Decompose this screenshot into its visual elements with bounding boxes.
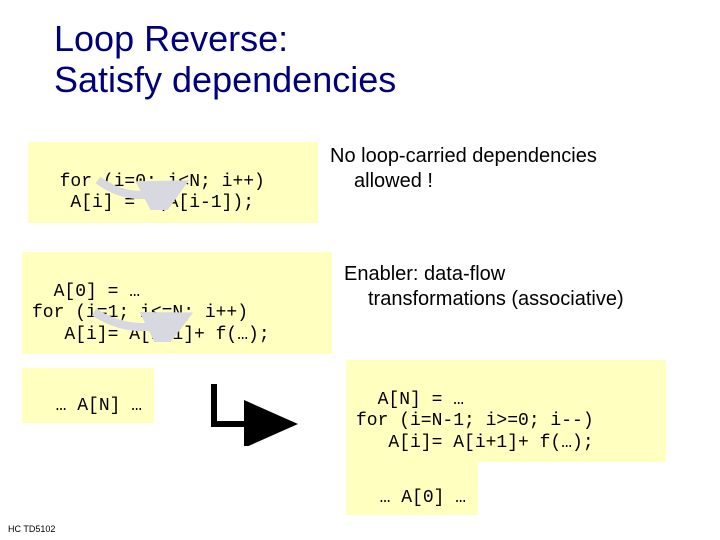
code-3-text: … A[N] … bbox=[56, 396, 142, 416]
code-block-4: A[N] = … for (i=N-1; i>=0; i--) A[i]= A[… bbox=[346, 360, 666, 462]
code-4-text: A[N] = … for (i=N-1; i>=0; i--) A[i]= A[… bbox=[356, 390, 594, 453]
text1-line1: No loop-carried dependencies bbox=[330, 145, 597, 167]
title-line-1: Loop Reverse: bbox=[54, 18, 288, 59]
code-block-1: for (i=0; i<N; i++) A[i] = f(A[i-1]); bbox=[28, 142, 318, 223]
text2-line2: transformations (associative) bbox=[344, 288, 624, 310]
slide-title: Loop Reverse: Satisfy dependencies bbox=[54, 18, 396, 101]
elbow-arrow-icon bbox=[172, 366, 306, 446]
code-block-2: A[0] = … for (i=1; i<=N; i++) A[i]= A[i-… bbox=[22, 252, 332, 354]
text1-line2: allowed ! bbox=[330, 170, 433, 192]
code-5-text: … A[0] … bbox=[380, 488, 466, 508]
code-block-5: … A[0] … bbox=[346, 460, 478, 515]
code-2-text: A[0] = … for (i=1; i<=N; i++) A[i]= A[i-… bbox=[32, 282, 270, 345]
code-block-3: … A[N] … bbox=[22, 368, 154, 423]
code-1-text: for (i=0; i<N; i++) A[i] = f(A[i-1]); bbox=[38, 172, 265, 214]
title-line-2: Satisfy dependencies bbox=[54, 59, 396, 100]
text-block-1: No loop-carried dependencies allowed ! bbox=[330, 144, 597, 194]
text-block-2: Enabler: data-flow transformations (asso… bbox=[344, 262, 624, 312]
text2-line1: Enabler: data-flow bbox=[344, 263, 505, 285]
footer-label: HC TD5102 bbox=[8, 524, 55, 534]
